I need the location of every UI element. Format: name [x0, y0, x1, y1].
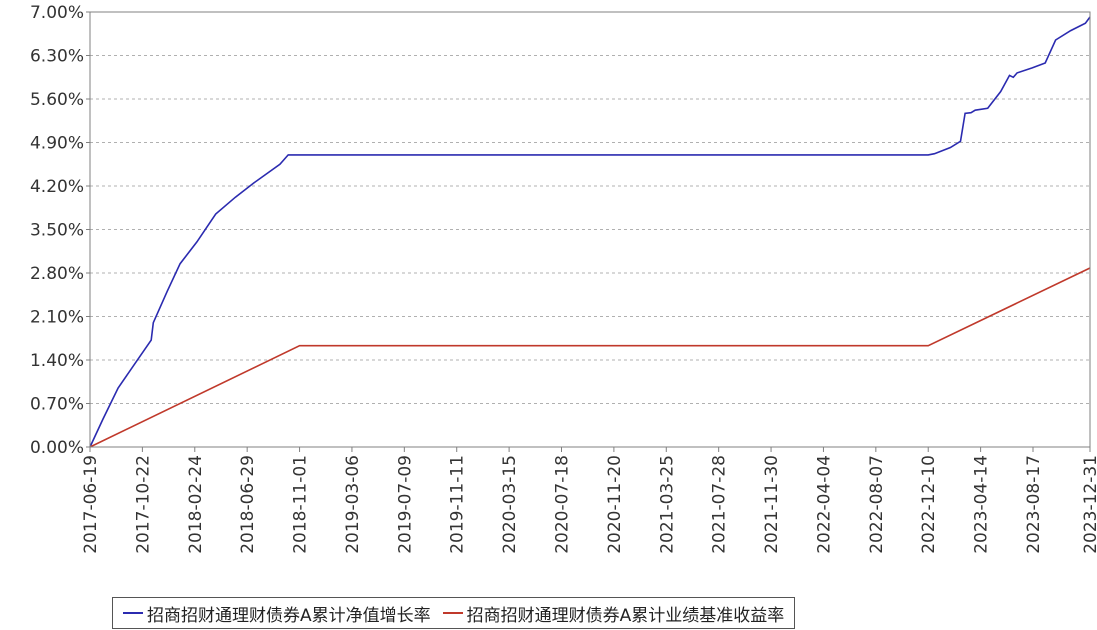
x-tick-label: 2018-02-24 — [186, 455, 206, 554]
y-tick-label: 1.40% — [30, 351, 84, 371]
y-tick-label: 5.60% — [30, 90, 84, 110]
series-line-nav — [89, 16, 1091, 448]
y-tick-label: 4.20% — [30, 177, 84, 197]
x-tick-label: 2023-12-31 — [1081, 455, 1097, 554]
x-tick-label: 2023-08-17 — [1024, 455, 1044, 554]
y-tick-label: 4.90% — [30, 134, 84, 154]
x-tick-label: 2020-11-20 — [605, 455, 625, 554]
y-tick-label: 7.00% — [30, 3, 84, 23]
x-tick-label: 2020-07-18 — [553, 455, 573, 554]
x-tick-label: 2022-04-04 — [814, 455, 834, 554]
x-tick-label: 2022-08-07 — [867, 455, 887, 554]
x-tick-label: 2018-06-29 — [238, 455, 258, 554]
legend-item-benchmark: 招商招财通理财债券A累计业绩基准收益率 — [442, 601, 785, 626]
x-tick-label: 2021-03-25 — [657, 455, 677, 554]
y-axis-ticks: 0.00% 0.70% 1.40% 2.10% 2.80% 3.50% 4.20% 4.90%… — [30, 3, 90, 458]
y-tick-label: 0.00% — [30, 438, 84, 458]
x-tick-label: 2019-11-11 — [448, 455, 468, 554]
grid-lines — [90, 11, 1090, 404]
series-lines — [89, 16, 1091, 448]
y-tick-label: 0.70% — [30, 395, 84, 415]
x-tick-label: 2017-06-19 — [81, 455, 101, 554]
x-tick-label: 2019-03-06 — [343, 455, 363, 554]
legend-label-nav: 招商招财通理财债券A累计净值增长率 — [147, 605, 431, 626]
x-tick-label: 2020-03-15 — [500, 455, 520, 554]
x-tick-label: 2021-11-30 — [762, 455, 782, 554]
x-tick-label: 2017-10-22 — [133, 455, 153, 554]
y-tick-label: 3.50% — [30, 221, 84, 241]
legend: 招商招财通理财债券A累计净值增长率 招商招财通理财债券A累计业绩基准收益率 — [112, 597, 796, 629]
legend-swatch-benchmark — [442, 612, 463, 614]
legend-swatch-nav — [123, 612, 143, 614]
y-tick-label: 2.10% — [30, 308, 84, 328]
x-tick-label: 2018-11-01 — [291, 455, 311, 554]
x-tick-label: 2022-12-10 — [919, 455, 939, 554]
legend-item-nav: 招商招财通理财债券A累计净值增长率 — [123, 601, 431, 626]
x-tick-label: 2019-07-09 — [395, 455, 415, 554]
series-line-benchmark — [89, 267, 1091, 448]
legend-label-benchmark: 招商招财通理财债券A累计业绩基准收益率 — [466, 605, 785, 626]
y-tick-label: 2.80% — [30, 264, 84, 284]
plot-frame — [89, 11, 1091, 448]
x-tick-label: 2021-07-28 — [710, 455, 730, 554]
y-tick-label: 6.30% — [30, 47, 84, 67]
x-tick-label: 2023-04-14 — [972, 455, 992, 554]
x-axis-ticks: 2017-06-19 2017-10-22 2018-02-24 2018-06-29… — [81, 447, 1097, 554]
